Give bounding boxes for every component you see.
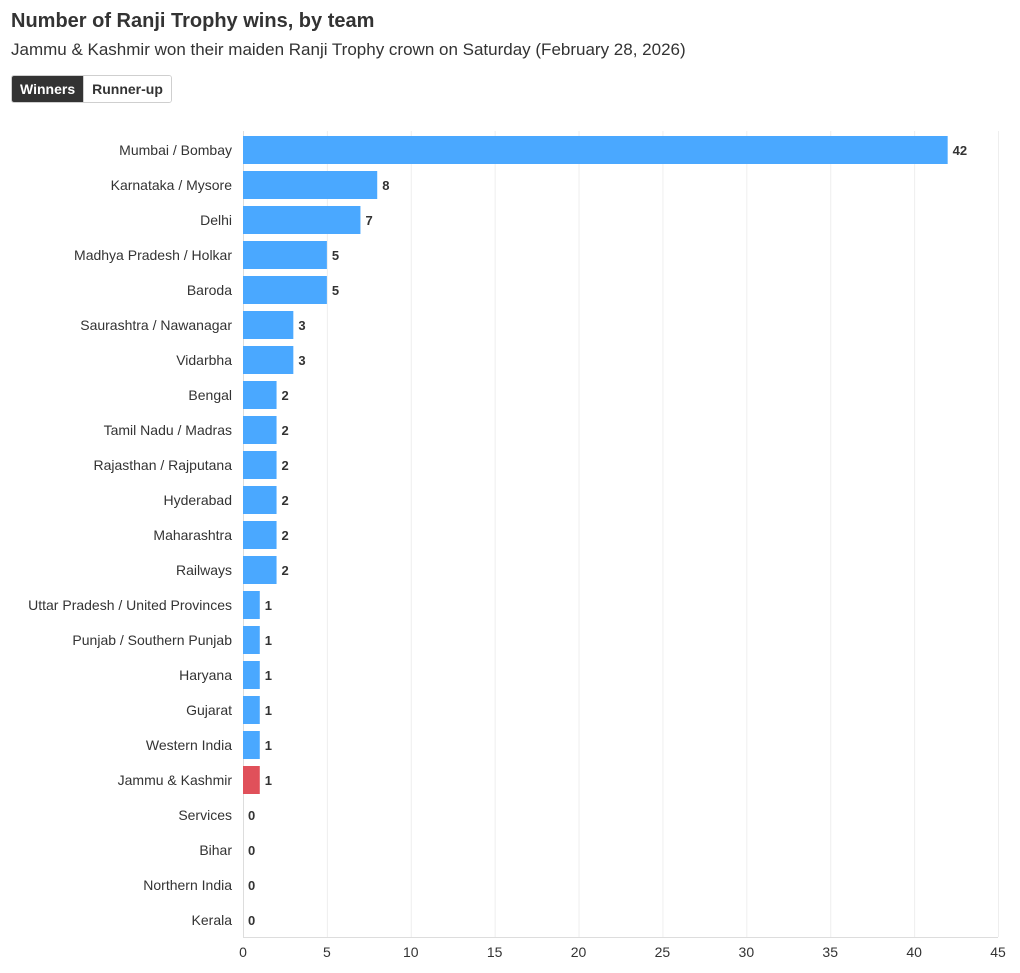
category-label: Mumbai / Bombay: [119, 142, 232, 158]
value-label: 5: [332, 283, 339, 298]
category-label: Rajasthan / Rajputana: [93, 457, 232, 473]
value-label: 0: [248, 843, 255, 858]
category-label: Northern India: [143, 877, 232, 893]
value-label: 2: [282, 563, 289, 578]
category-label: Saurashtra / Nawanagar: [80, 317, 232, 333]
bar: [243, 311, 294, 339]
category-label: Vidarbha: [176, 352, 232, 368]
value-label: 2: [282, 388, 289, 403]
category-label: Jammu & Kashmir: [118, 772, 233, 788]
value-label: 1: [265, 703, 272, 718]
bar: [243, 451, 277, 479]
value-label: 1: [265, 773, 272, 788]
value-label: 2: [282, 493, 289, 508]
value-label: 2: [282, 458, 289, 473]
x-tick-label: 25: [655, 944, 671, 960]
category-label: Uttar Pradesh / United Provinces: [28, 597, 232, 613]
winners-runnerup-toggle: Winners Runner-up: [11, 75, 172, 103]
runner-up-button[interactable]: Runner-up: [83, 76, 171, 102]
bar: [243, 731, 260, 759]
category-label: Gujarat: [186, 702, 232, 718]
chart-title: Number of Ranji Trophy wins, by team: [11, 10, 375, 32]
bar: [243, 521, 277, 549]
value-label: 1: [265, 738, 272, 753]
bar: [243, 346, 294, 374]
category-label: Madhya Pradesh / Holkar: [74, 247, 232, 263]
category-label: Maharashtra: [153, 527, 232, 543]
bar: [243, 241, 327, 269]
x-tick-label: 15: [487, 944, 503, 960]
category-label: Western India: [146, 737, 232, 753]
category-label: Tamil Nadu / Madras: [104, 422, 232, 438]
x-tick-label: 45: [990, 944, 1006, 960]
category-label: Railways: [176, 562, 232, 578]
x-tick-label: 20: [571, 944, 587, 960]
value-label: 2: [282, 423, 289, 438]
category-label: Karnataka / Mysore: [111, 177, 233, 193]
bar: [243, 766, 260, 794]
bar: [243, 381, 277, 409]
value-label: 2: [282, 528, 289, 543]
bar: [243, 486, 277, 514]
bar: [243, 626, 260, 654]
chart-subtitle: Jammu & Kashmir won their maiden Ranji T…: [11, 40, 686, 59]
winners-button[interactable]: Winners: [12, 76, 84, 102]
value-label: 3: [298, 353, 305, 368]
category-label: Punjab / Southern Punjab: [72, 632, 232, 648]
category-label: Baroda: [187, 282, 232, 298]
category-label: Haryana: [179, 667, 232, 683]
value-label: 1: [265, 668, 272, 683]
category-label: Kerala: [192, 912, 233, 928]
value-label: 5: [332, 248, 339, 263]
bar: [243, 206, 361, 234]
bar: [243, 171, 378, 199]
value-label: 1: [265, 598, 272, 613]
category-label: Delhi: [200, 212, 232, 228]
bar: [243, 591, 260, 619]
value-label: 7: [365, 213, 372, 228]
bar: [243, 276, 327, 304]
value-label: 8: [382, 178, 389, 193]
x-tick-label: 30: [739, 944, 755, 960]
value-label: 3: [298, 318, 305, 333]
category-label: Bihar: [199, 842, 232, 858]
x-tick-label: 10: [403, 944, 419, 960]
value-label: 0: [248, 878, 255, 893]
value-label: 0: [248, 913, 255, 928]
value-label: 0: [248, 808, 255, 823]
category-label: Bengal: [188, 387, 232, 403]
bar: [243, 416, 277, 444]
x-tick-label: 35: [822, 944, 838, 960]
value-label: 42: [953, 143, 967, 158]
x-tick-label: 5: [323, 944, 331, 960]
category-label: Hyderabad: [164, 492, 233, 508]
bar: [243, 136, 948, 164]
bar: [243, 556, 277, 584]
category-label: Services: [178, 807, 232, 823]
x-tick-label: 0: [239, 944, 247, 960]
bar: [243, 661, 260, 689]
bar: [243, 696, 260, 724]
x-tick-label: 40: [906, 944, 922, 960]
value-label: 1: [265, 633, 272, 648]
